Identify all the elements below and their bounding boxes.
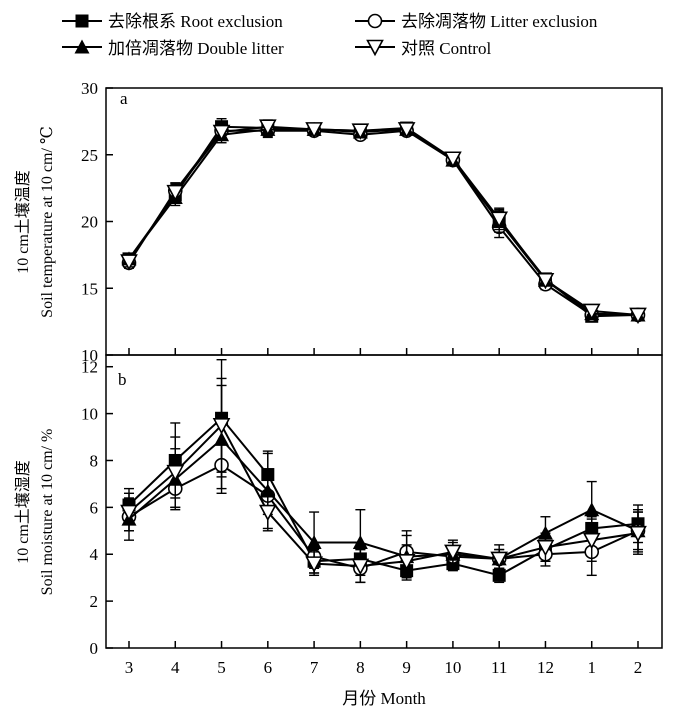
- legend: 去除根系 Root exclusion 去除凋落物 Litter exclusi…: [62, 12, 598, 58]
- data-point: [582, 303, 601, 321]
- data-point: [305, 556, 323, 573]
- panel-a-ylabel-en: Soil temperature at 10 cm/ ℃: [39, 126, 56, 318]
- legend-marker-shape: [75, 14, 89, 28]
- y-tick-label: 6: [90, 498, 99, 517]
- x-tick-label: 11: [491, 658, 507, 677]
- data-point: [536, 539, 555, 557]
- y-tick-label: 25: [81, 146, 98, 165]
- y-tick-label: 8: [90, 451, 99, 470]
- series-4: [120, 119, 647, 325]
- data-point: [352, 535, 368, 550]
- data-point: [258, 119, 277, 136]
- data-point: [490, 551, 509, 569]
- data-point: [351, 558, 370, 576]
- y-tick-label: 0: [90, 639, 99, 658]
- panel-b-label: b: [118, 370, 127, 389]
- y-tick-label: 15: [81, 279, 98, 298]
- panel-b-ylabel-en: Soil moisture at 10 cm/ %: [39, 429, 56, 596]
- panel-a-label: a: [120, 89, 128, 108]
- y-tick-label: 30: [81, 79, 98, 98]
- legend-label-litter: 去除凋落物 Litter exclusion: [401, 12, 598, 31]
- series-4: [120, 377, 647, 584]
- legend-marker-shape: [366, 39, 384, 57]
- data-point: [490, 211, 509, 229]
- data-point: [166, 184, 185, 202]
- legend-item-root: 去除根系 Root exclusion: [62, 12, 283, 31]
- data-point: [444, 544, 462, 562]
- data-point: [492, 568, 506, 582]
- data-point: [629, 525, 647, 543]
- x-tick-label: 9: [402, 658, 411, 677]
- panel-a-ylabel-cn: 10 cm土壤温度: [13, 170, 32, 274]
- legend-marker-shape: [367, 13, 383, 29]
- panel-b-frame: [105, 354, 663, 649]
- x-tick-label: 10: [444, 658, 461, 677]
- data-point: [306, 535, 322, 550]
- y-tick-label: 10: [81, 405, 98, 424]
- legend-marker-shape: [74, 39, 90, 54]
- y-tick-label: 4: [90, 545, 99, 564]
- data-point: [584, 502, 600, 517]
- x-tick-label: 7: [310, 658, 319, 677]
- series-line: [128, 423, 639, 567]
- legend-label-double: 加倍凋落物 Double litter: [108, 39, 284, 58]
- data-point: [120, 254, 138, 271]
- x-tick-label: 2: [634, 658, 643, 677]
- data-point: [212, 124, 231, 142]
- x-tick-label: 3: [125, 658, 134, 677]
- panel-a-frame: [105, 87, 663, 356]
- data-point: [351, 123, 370, 140]
- y-tick-label: 2: [90, 592, 99, 611]
- y-tick-label: 12: [81, 358, 98, 377]
- data-point: [397, 122, 416, 139]
- series-1: [122, 118, 645, 323]
- x-tick-label: 6: [264, 658, 273, 677]
- x-tick-label: 4: [171, 658, 180, 677]
- x-tick-label: 1: [587, 658, 596, 677]
- x-axis-title: 月份 Month: [342, 689, 426, 708]
- x-tick-label: 5: [217, 658, 226, 677]
- x-tick-label: 12: [537, 658, 554, 677]
- legend-marker-square-icon: [62, 14, 102, 28]
- series-2: [121, 122, 646, 323]
- data-point: [166, 464, 185, 482]
- data-point: [397, 553, 416, 571]
- series-line: [128, 437, 639, 560]
- panel-b-ylabel-cn: 10 cm土壤湿度: [13, 460, 32, 564]
- legend-label-control: 对照 Control: [401, 39, 491, 58]
- series-line: [128, 125, 639, 316]
- legend-item-double: 加倍凋落物 Double litter: [62, 39, 284, 58]
- series-2: [121, 441, 646, 584]
- series-3: [121, 121, 646, 322]
- panel-a-plot: 10 15 20 25 30: [81, 79, 647, 365]
- data-point: [629, 307, 647, 325]
- series-line: [128, 464, 639, 570]
- data-point: [305, 122, 323, 139]
- data-point: [258, 504, 277, 522]
- data-point: [120, 504, 138, 522]
- y-tick-label: 10: [81, 346, 98, 365]
- legend-marker-triangle-down-icon: [355, 39, 395, 57]
- series-line: [128, 128, 639, 316]
- x-tick-label: 8: [356, 658, 365, 677]
- y-tick-label: 20: [81, 213, 98, 232]
- series-3: [121, 384, 646, 579]
- data-point: [444, 151, 462, 168]
- legend-item-control: 对照 Control: [355, 39, 491, 58]
- legend-marker-triangle-up-icon: [62, 39, 102, 54]
- data-point: [536, 272, 555, 290]
- legend-item-litter: 去除凋落物 Litter exclusion: [355, 12, 598, 31]
- panel-b-plot: 0 2 4 6 8 10 12: [81, 358, 647, 658]
- legend-label-root: 去除根系 Root exclusion: [108, 12, 283, 31]
- legend-marker-circle-icon: [355, 13, 395, 29]
- data-point: [212, 418, 231, 435]
- data-point: [582, 532, 601, 550]
- x-axis: 3 4 5 6 7 8 9 10 11 12 1 2: [125, 658, 643, 677]
